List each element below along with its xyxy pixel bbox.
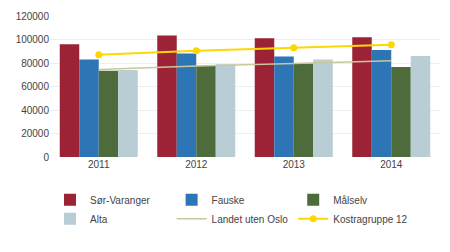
- svg-text:2014: 2014: [380, 159, 403, 170]
- svg-text:40000: 40000: [21, 105, 49, 116]
- svg-text:Målselv: Målselv: [333, 195, 367, 206]
- svg-text:2011: 2011: [88, 159, 110, 170]
- svg-text:20000: 20000: [21, 128, 49, 139]
- svg-text:60000: 60000: [21, 81, 49, 92]
- svg-text:Kostragruppe 12: Kostragruppe 12: [333, 214, 407, 225]
- svg-text:2013: 2013: [283, 159, 306, 170]
- svg-text:Sør-Varanger: Sør-Varanger: [90, 195, 151, 206]
- svg-text:Fauske: Fauske: [212, 195, 245, 206]
- svg-text:2012: 2012: [185, 159, 208, 170]
- svg-text:120000: 120000: [16, 11, 50, 22]
- svg-text:100000: 100000: [16, 34, 50, 45]
- svg-text:Alta: Alta: [90, 214, 108, 225]
- svg-text:0: 0: [43, 152, 49, 163]
- svg-text:80000: 80000: [21, 58, 49, 69]
- svg-text:Landet uten Oslo: Landet uten Oslo: [212, 214, 289, 225]
